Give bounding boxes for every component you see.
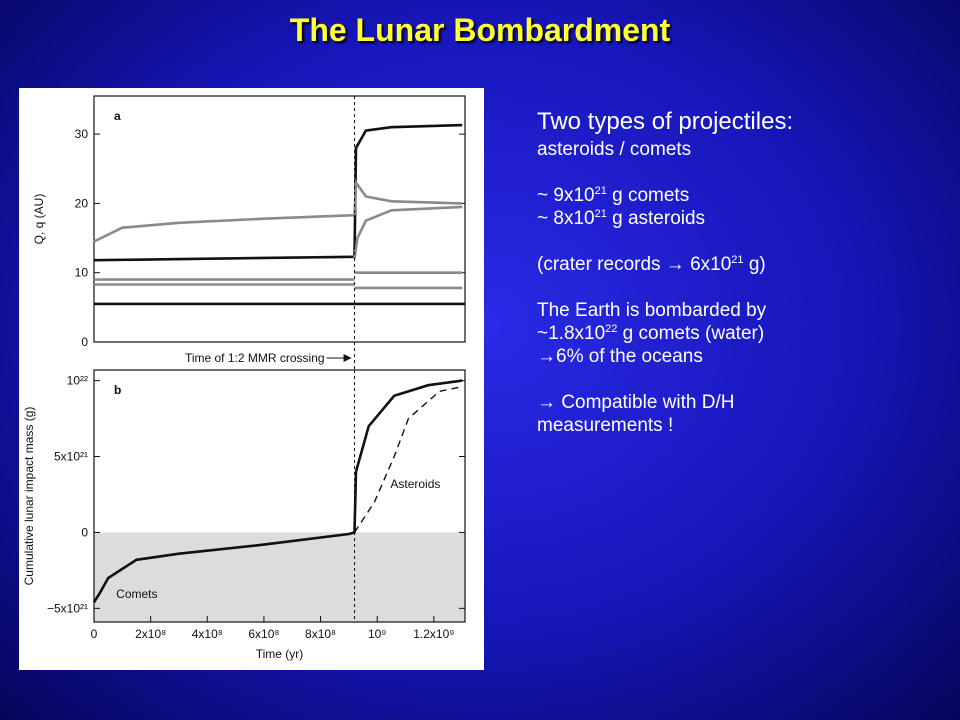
text-span: → Compatible with D/H bbox=[537, 392, 735, 413]
text-line: measurements ! bbox=[537, 414, 947, 437]
text-line: The Earth is bombarded by bbox=[537, 299, 947, 322]
text-span: g comets bbox=[606, 185, 690, 206]
text-span: →6% of the oceans bbox=[537, 346, 703, 367]
series-line bbox=[353, 386, 463, 533]
text-span: measurements ! bbox=[537, 415, 674, 436]
x-tick-label: 10⁹ bbox=[368, 627, 387, 641]
y-tick-label: 30 bbox=[75, 127, 89, 141]
text-span: The Earth is bombarded by bbox=[537, 300, 767, 321]
text-line: →6% of the oceans bbox=[537, 345, 947, 368]
text-block: The Earth is bombarded by ~1.8x1022 g com… bbox=[537, 299, 947, 368]
panel-label: b bbox=[114, 383, 121, 397]
text-span: g) bbox=[743, 254, 766, 275]
text-block: → Compatible with D/H measurements ! bbox=[537, 391, 947, 437]
text-block: ~ 9x1021 g comets ~ 8x1021 g asteroids bbox=[537, 184, 947, 230]
y-tick-label: 0 bbox=[81, 525, 88, 539]
superscript: 21 bbox=[594, 208, 607, 220]
x-tick-label: 0 bbox=[91, 627, 98, 641]
y-tick-label: 10²² bbox=[67, 374, 88, 388]
plot-frame bbox=[93, 95, 466, 343]
text-span: ~ 8x10 bbox=[537, 208, 595, 229]
panel-label: a bbox=[114, 109, 121, 123]
superscript: 21 bbox=[594, 185, 607, 197]
series-line bbox=[353, 178, 463, 216]
annotation: Time of 1:2 MMR crossing bbox=[185, 351, 325, 365]
series-line bbox=[353, 205, 463, 259]
text-span: g comets (water) bbox=[617, 323, 765, 344]
text-span: g asteroids bbox=[606, 208, 706, 229]
x-tick-label: 2x10⁸ bbox=[135, 627, 166, 641]
y-tick-label: −5x10²¹ bbox=[47, 601, 88, 615]
x-axis-label: Time (yr) bbox=[256, 647, 304, 661]
y-tick-label: 0 bbox=[81, 335, 88, 349]
x-tick-label: 8x10⁸ bbox=[305, 627, 336, 641]
y-axis-label: Cumulative lunar impact mass (g) bbox=[22, 407, 36, 586]
y-axis-label: Q, q (AU) bbox=[32, 194, 46, 245]
text-line: Two types of projectiles: bbox=[537, 106, 947, 138]
y-tick-label: 20 bbox=[75, 196, 89, 210]
text-line: ~1.8x1022 g comets (water) bbox=[537, 322, 947, 345]
x-tick-label: 6x10⁸ bbox=[248, 627, 279, 641]
y-tick-label: 10 bbox=[75, 266, 89, 280]
text-line: ~ 8x1021 g asteroids bbox=[537, 207, 947, 230]
annotation-arrowhead bbox=[343, 354, 352, 362]
text-line: (crater records → 6x1021 g) bbox=[537, 253, 947, 276]
text-block: Two types of projectiles: asteroids / com… bbox=[537, 106, 947, 161]
series-label: Comets bbox=[116, 587, 157, 601]
chart: 0 10 20 30 a Q, q (AU) Time of 1:2 MMR crossin… bbox=[22, 95, 466, 661]
text-body: Two types of projectiles: asteroids / com… bbox=[537, 106, 947, 460]
text-line: ~ 9x1021 g comets bbox=[537, 184, 947, 207]
text-line: → Compatible with D/H bbox=[537, 391, 947, 414]
y-tick-label: 5x10²¹ bbox=[54, 450, 88, 464]
series-line bbox=[92, 379, 463, 603]
series-label: Asteroids bbox=[390, 477, 440, 491]
text-span: (crater records → 6x10 bbox=[537, 254, 732, 275]
superscript: 21 bbox=[731, 254, 744, 266]
plot-frame bbox=[93, 369, 466, 623]
text-span: ~1.8x10 bbox=[537, 323, 606, 344]
slide-title: The Lunar Bombardment bbox=[289, 12, 671, 48]
text-span: asteroids / comets bbox=[537, 139, 692, 160]
series-line bbox=[93, 213, 355, 243]
superscript: 22 bbox=[605, 323, 618, 335]
negative-region bbox=[94, 532, 465, 622]
x-tick-label: 4x10⁸ bbox=[192, 627, 223, 641]
text-span: ~ 9x10 bbox=[537, 185, 595, 206]
text-span: Two types of projectiles: bbox=[537, 108, 794, 135]
x-tick-label: 1.2x10⁹ bbox=[413, 627, 454, 641]
series-line bbox=[93, 255, 355, 262]
series-line bbox=[353, 123, 463, 257]
figure: 0 10 20 30 a Q, q (AU) Time of 1:2 MMR crossin… bbox=[19, 88, 484, 670]
text-block: (crater records → 6x1021 g) bbox=[537, 253, 947, 276]
text-line: asteroids / comets bbox=[537, 138, 947, 161]
